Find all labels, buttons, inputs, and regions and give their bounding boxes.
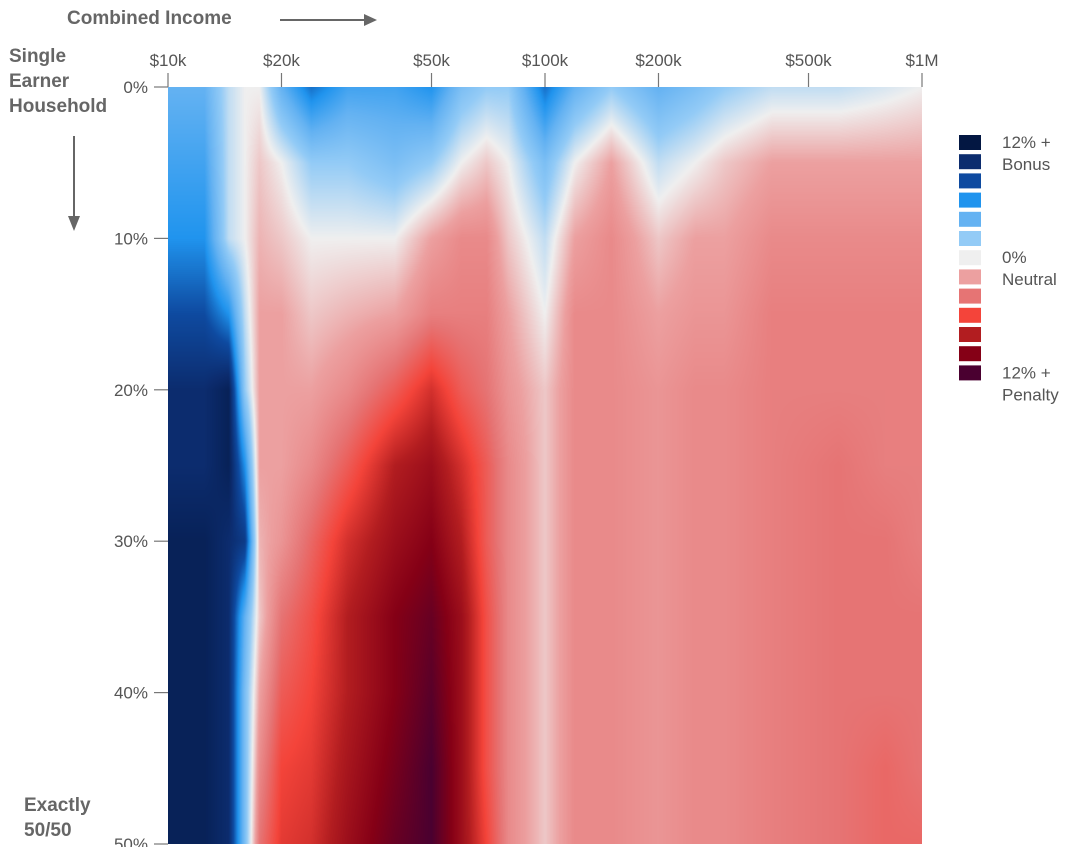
legend-label-line-1: 12% +	[1002, 363, 1051, 382]
legend-swatch	[959, 288, 981, 304]
y-tick-label: 20%	[114, 381, 148, 400]
legend-swatch	[959, 327, 981, 342]
y-tick-label: 50%	[114, 835, 148, 847]
legend-label-line-1: 0%	[1002, 248, 1027, 267]
legend-swatch	[959, 269, 981, 285]
legend-swatch	[959, 250, 981, 266]
legend-label-line-1: 12% +	[1002, 133, 1051, 152]
legend-label-line-2: Bonus	[1002, 155, 1050, 174]
legend-swatch	[959, 192, 981, 208]
x-tick-label: $100k	[522, 51, 569, 70]
y-bottom-line-2: 50/50	[24, 820, 72, 841]
x-axis-arrow	[280, 14, 377, 26]
legend-swatch	[959, 307, 981, 323]
legend-swatch	[959, 173, 981, 189]
y-tick-label: 0%	[123, 78, 148, 97]
y-title-line-1: Single	[9, 46, 67, 67]
legend-label-line-2: Neutral	[1002, 270, 1057, 289]
y-tick-label: 40%	[114, 684, 148, 703]
x-tick-label: $200k	[635, 51, 682, 70]
legend-swatch	[959, 346, 981, 362]
y-axis-arrow	[68, 136, 80, 231]
x-tick-label: $500k	[785, 51, 832, 70]
y-title-line-2: Earner	[9, 71, 70, 92]
legend-label-line-2: Penalty	[1002, 385, 1059, 404]
legend-swatch	[959, 154, 981, 170]
x-tick-label: $50k	[413, 51, 450, 70]
y-axis-title-top: Single Earner Household	[9, 44, 107, 119]
y-tick-label: 30%	[114, 532, 148, 551]
x-tick-label: $1M	[905, 51, 938, 70]
legend-swatch	[959, 135, 981, 150]
y-bottom-line-1: Exactly	[24, 795, 91, 816]
legend-swatch	[959, 365, 981, 381]
y-tick-label: 10%	[114, 229, 148, 248]
y-title-line-3: Household	[9, 96, 108, 117]
legend-swatch	[959, 211, 981, 227]
legend-swatch	[959, 231, 981, 246]
x-tick-label: $10k	[150, 51, 187, 70]
y-axis-title-bottom: Exactly 50/50	[24, 793, 91, 843]
x-tick-label: $20k	[263, 51, 300, 70]
x-axis-title: Combined Income	[67, 8, 232, 29]
heatmap-plot-area	[168, 87, 922, 844]
